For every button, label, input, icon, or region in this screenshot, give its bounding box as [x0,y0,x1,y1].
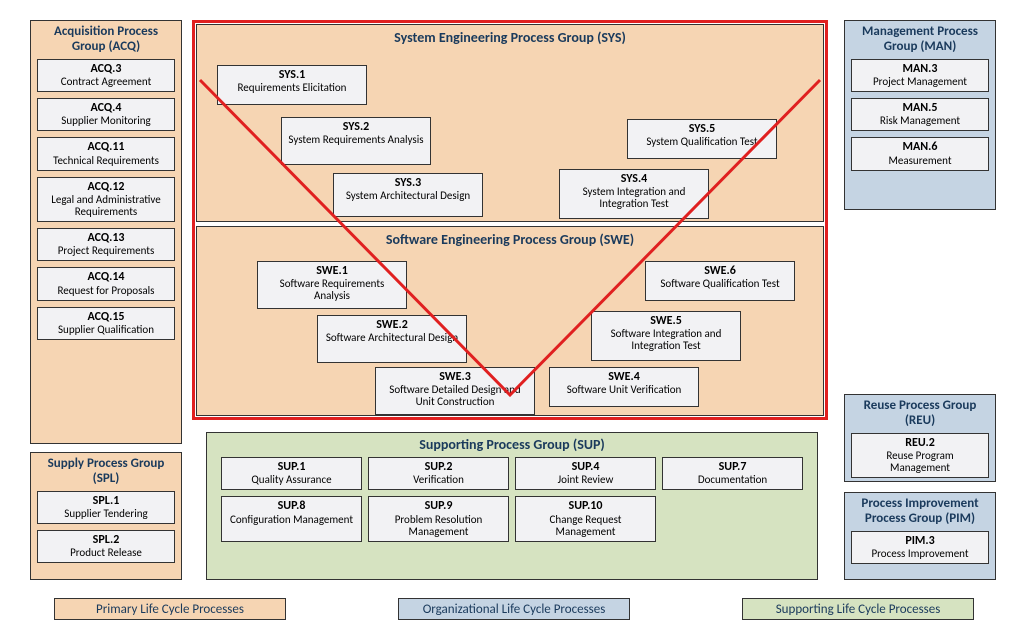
proc-label: Project Requirements [42,245,170,257]
proc-label: Configuration Management [226,514,357,526]
proc-label: Product Release [42,547,170,559]
sys-group: System Engineering Process Group (SYS) S… [196,24,824,222]
pim-proc: PIM.3Process Improvement [851,531,989,564]
acq-title: Acquisition Process Group (ACQ) [37,25,175,55]
acq-proc: ACQ.13Project Requirements [37,228,175,261]
reu-group: Reuse Process Group (REU) REU.2Reuse Pro… [844,394,996,482]
reu-proc: REU.2Reuse Program Management [851,433,989,478]
acq-proc: ACQ.14Request for Proposals [37,267,175,300]
spl-proc: SPL.2Product Release [37,530,175,563]
proc-code: SUP.10 [520,500,651,513]
legend-supporting: Supporting Life Cycle Processes [742,598,974,620]
proc-label: Software Detailed Design and Unit Constr… [380,384,530,408]
sys-proc: SYS.4System Integration and Integration … [559,169,709,219]
proc-code: SUP.9 [373,500,504,513]
pim-title: Process Improvement Process Group (PIM) [851,497,989,527]
proc-label: Process Improvement [856,548,984,560]
spl-proc-list: SPL.1Supplier Tendering SPL.2Product Rele… [37,491,175,564]
swe-title: Software Engineering Process Group (SWE) [197,227,823,250]
proc-label: Documentation [667,474,798,486]
sys-title: System Engineering Process Group (SYS) [197,25,823,48]
sup-proc: SUP.1Quality Assurance [221,457,362,490]
acq-proc: ACQ.4Supplier Monitoring [37,98,175,131]
acq-proc: ACQ.12Legal and Administrative Requireme… [37,177,175,222]
proc-label: Project Management [856,76,984,88]
proc-label: System Requirements Analysis [286,134,426,146]
proc-label: Supplier Tendering [42,508,170,520]
reu-title: Reuse Process Group (REU) [851,399,989,429]
pim-proc-list: PIM.3Process Improvement [851,531,989,564]
proc-code: ACQ.15 [42,311,170,324]
sup-proc: SUP.7Documentation [662,457,803,490]
sup-proc: SUP.9Problem Resolution Management [368,496,509,541]
swe-proc: SWE.6Software Qualification Test [645,261,795,301]
proc-label: Joint Review [520,474,651,486]
proc-label: System Qualification Test [632,136,772,148]
swe-proc: SWE.1Software Requirements Analysis [257,261,407,309]
proc-label: Request for Proposals [42,285,170,297]
proc-label: Software Architectural Design [322,332,462,344]
legend-organizational: Organizational Life Cycle Processes [398,598,630,620]
proc-label: Risk Management [856,115,984,127]
acq-proc: ACQ.15Supplier Qualification [37,307,175,340]
sup-proc: SUP.10Change Request Management [515,496,656,541]
sys-proc: SYS.1Requirements Elicitation [217,65,367,105]
swe-group: Software Engineering Process Group (SWE)… [196,226,824,416]
sys-proc: SYS.3System Architectural Design [333,173,483,217]
proc-label: Technical Requirements [42,155,170,167]
reu-proc-list: REU.2Reuse Program Management [851,433,989,478]
proc-code: MAN.6 [856,141,984,154]
swe-proc: SWE.2Software Architectural Design [317,315,467,363]
proc-label: System Integration and Integration Test [564,186,704,210]
proc-code: ACQ.11 [42,141,170,154]
pim-group: Process Improvement Process Group (PIM) … [844,492,996,580]
swe-proc: SWE.3Software Detailed Design and Unit C… [375,367,535,415]
sup-proc: SUP.4Joint Review [515,457,656,490]
acq-group: Acquisition Process Group (ACQ) ACQ.3Con… [30,20,182,444]
spl-group: Supply Process Group (SPL) SPL.1Supplier… [30,452,182,580]
acq-proc: ACQ.3Contract Agreement [37,59,175,92]
man-proc: MAN.5Risk Management [851,98,989,131]
proc-label: Software Requirements Analysis [262,278,402,302]
proc-label: Legal and Administrative Requirements [42,194,170,218]
proc-label: Software Unit Verification [554,384,694,396]
man-group: Management Process Group (MAN) MAN.3Proj… [844,20,996,210]
proc-label: Verification [373,474,504,486]
proc-code: ACQ.14 [42,271,170,284]
spl-title: Supply Process Group (SPL) [37,457,175,487]
man-title: Management Process Group (MAN) [851,25,989,55]
acq-proc: ACQ.11Technical Requirements [37,137,175,170]
sup-proc: SUP.8Configuration Management [221,496,362,541]
proc-label: System Architectural Design [338,190,478,202]
proc-label: Change Request Management [520,514,651,538]
swe-proc: SWE.4Software Unit Verification [549,367,699,407]
spl-proc: SPL.1Supplier Tendering [37,491,175,524]
sup-title: Supporting Process Group (SUP) [213,437,811,453]
man-proc: MAN.3Project Management [851,59,989,92]
proc-label: Quality Assurance [226,474,357,486]
swe-proc: SWE.5Software Integration and Integratio… [591,311,741,361]
proc-label: Problem Resolution Management [373,514,504,538]
sup-group: Supporting Process Group (SUP) SUP.1Qual… [206,432,818,580]
proc-label: Contract Agreement [42,76,170,88]
legend-primary: Primary Life Cycle Processes [54,598,286,620]
proc-label: Software Qualification Test [650,278,790,290]
man-proc: MAN.6Measurement [851,137,989,170]
proc-label: Measurement [856,155,984,167]
proc-label: Supplier Monitoring [42,115,170,127]
proc-label: Reuse Program Management [856,450,984,474]
proc-code: SUP.8 [226,500,357,513]
proc-code: ACQ.12 [42,181,170,194]
sys-proc: SYS.5System Qualification Test [627,119,777,159]
proc-label: Software Integration and Integration Tes… [596,328,736,352]
acq-proc-list: ACQ.3Contract Agreement ACQ.4Supplier Mon… [37,59,175,340]
proc-label: Supplier Qualification [42,324,170,336]
man-proc-list: MAN.3Project Management MAN.5Risk Managem… [851,59,989,171]
sup-proc-grid: SUP.1Quality AssuranceSUP.2VerificationS… [213,457,811,548]
sup-proc: SUP.2Verification [368,457,509,490]
sys-proc: SYS.2System Requirements Analysis [281,117,431,165]
proc-label: Requirements Elicitation [222,82,362,94]
